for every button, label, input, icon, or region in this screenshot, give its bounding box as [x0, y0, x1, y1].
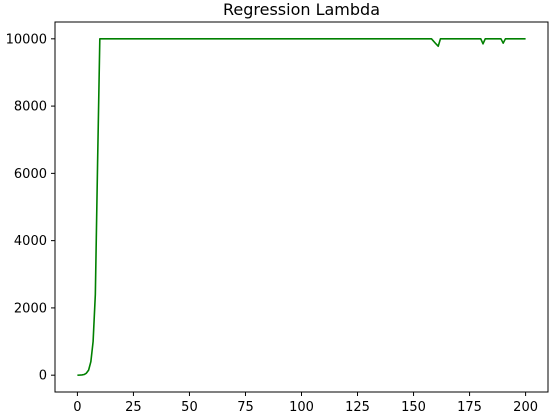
y-tick-label: 2000 [14, 301, 47, 316]
y-tick-label: 4000 [14, 234, 47, 249]
y-tick-label: 8000 [14, 100, 47, 115]
x-tick-label: 50 [181, 400, 198, 415]
chart-title: Regression Lambda [223, 0, 380, 19]
x-tick-label: 125 [345, 400, 370, 415]
x-tick-label: 200 [513, 400, 538, 415]
x-tick-label: 25 [125, 400, 142, 415]
series-layer [77, 38, 526, 376]
y-axis: 0 2000 4000 6000 8000 10000 [6, 32, 55, 384]
x-tick-label: 150 [401, 400, 426, 415]
x-tick-label: 175 [457, 400, 482, 415]
series-line [77, 38, 526, 376]
y-tick-label: 0 [39, 369, 47, 384]
y-tick-label: 10000 [6, 32, 47, 47]
x-axis: 0 25 50 75 100 125 150 175 200 [73, 392, 538, 415]
x-tick-label: 75 [237, 400, 254, 415]
x-tick-label: 100 [289, 400, 314, 415]
x-tick-label: 0 [73, 400, 81, 415]
plot-area [54, 21, 549, 393]
y-tick-label: 6000 [14, 167, 47, 182]
